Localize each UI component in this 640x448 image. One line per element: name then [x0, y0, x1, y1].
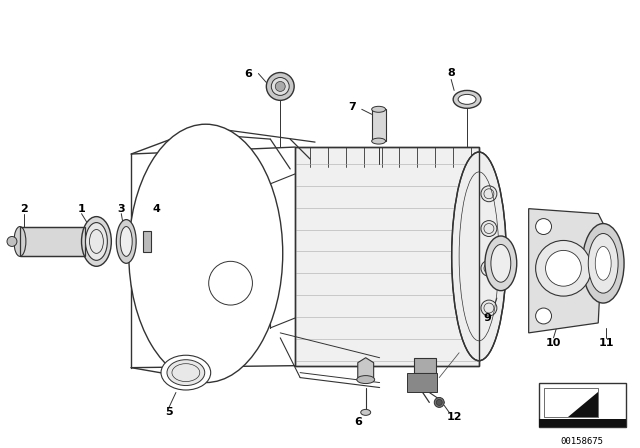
- Circle shape: [481, 260, 497, 276]
- Circle shape: [536, 308, 552, 324]
- Ellipse shape: [485, 236, 516, 291]
- Text: 4: 4: [152, 204, 160, 214]
- Ellipse shape: [129, 124, 283, 383]
- Text: 10: 10: [546, 338, 561, 348]
- Circle shape: [436, 400, 442, 405]
- Circle shape: [266, 73, 294, 100]
- Circle shape: [481, 300, 497, 316]
- Ellipse shape: [116, 220, 136, 263]
- Text: 1: 1: [77, 204, 85, 214]
- Ellipse shape: [372, 106, 385, 112]
- Circle shape: [545, 250, 581, 286]
- Ellipse shape: [167, 360, 205, 386]
- Ellipse shape: [582, 224, 624, 303]
- Ellipse shape: [595, 246, 611, 280]
- Polygon shape: [543, 388, 598, 418]
- Bar: [295, 147, 479, 366]
- Ellipse shape: [86, 223, 108, 260]
- Bar: [372, 109, 385, 141]
- Ellipse shape: [14, 227, 26, 256]
- Text: 3: 3: [118, 204, 125, 214]
- Ellipse shape: [161, 355, 211, 390]
- Polygon shape: [358, 358, 374, 378]
- Bar: [20, 227, 84, 256]
- Circle shape: [7, 237, 17, 246]
- Bar: [414, 358, 436, 373]
- Text: 9: 9: [483, 313, 491, 323]
- Circle shape: [481, 186, 497, 202]
- Polygon shape: [529, 209, 603, 333]
- Circle shape: [271, 78, 289, 95]
- Bar: [20, 227, 84, 256]
- Ellipse shape: [356, 375, 374, 383]
- Polygon shape: [568, 392, 598, 418]
- Circle shape: [536, 241, 591, 296]
- Ellipse shape: [81, 217, 111, 266]
- Text: 8: 8: [447, 68, 455, 78]
- Circle shape: [435, 397, 444, 407]
- Ellipse shape: [453, 90, 481, 108]
- Circle shape: [209, 261, 252, 305]
- Circle shape: [536, 219, 552, 234]
- Ellipse shape: [372, 138, 385, 144]
- Ellipse shape: [120, 227, 132, 256]
- Text: 2: 2: [20, 204, 28, 214]
- Circle shape: [275, 82, 285, 91]
- Text: 12: 12: [446, 412, 462, 422]
- Ellipse shape: [452, 152, 506, 361]
- Bar: [408, 373, 437, 392]
- Bar: [143, 231, 151, 252]
- Text: 00158675: 00158675: [561, 437, 604, 446]
- Bar: [539, 383, 626, 427]
- Ellipse shape: [458, 95, 476, 104]
- Text: 6: 6: [354, 417, 362, 427]
- Text: 6: 6: [244, 69, 252, 78]
- Bar: [539, 419, 626, 427]
- Ellipse shape: [491, 245, 511, 282]
- Ellipse shape: [588, 233, 618, 293]
- Text: 11: 11: [598, 338, 614, 348]
- Ellipse shape: [361, 409, 371, 415]
- Bar: [295, 147, 479, 366]
- Text: 7: 7: [348, 102, 356, 112]
- Text: 5: 5: [165, 407, 173, 418]
- Circle shape: [481, 220, 497, 237]
